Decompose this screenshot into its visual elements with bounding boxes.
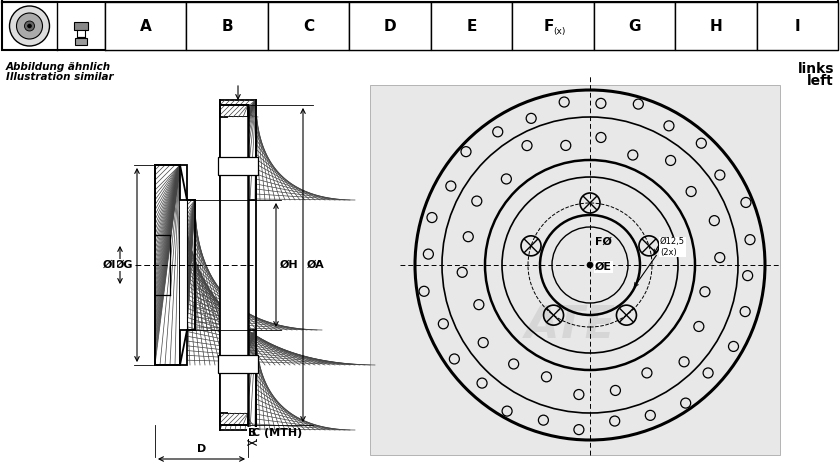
Text: B: B: [248, 428, 256, 438]
Bar: [268, 2, 349, 50]
Text: ØE: ØE: [595, 262, 612, 272]
Bar: [186, 2, 268, 50]
Circle shape: [28, 24, 32, 28]
Text: Abbildung ähnlich: Abbildung ähnlich: [6, 62, 111, 72]
Bar: [220, 105, 248, 425]
Text: F: F: [543, 18, 554, 33]
Text: ØI: ØI: [102, 260, 116, 270]
Circle shape: [24, 21, 34, 31]
Bar: [75, 38, 87, 45]
Bar: [187, 200, 195, 330]
Bar: [220, 100, 256, 200]
Text: links: links: [797, 62, 834, 76]
Bar: [155, 165, 180, 365]
Text: D: D: [197, 444, 206, 454]
Bar: [220, 100, 256, 200]
Bar: [675, 2, 757, 50]
Bar: [228, 117, 248, 413]
Circle shape: [9, 6, 50, 46]
Text: ATE: ATE: [524, 304, 616, 346]
Bar: [180, 330, 187, 365]
Text: G: G: [628, 18, 641, 33]
Text: Ø12,5
(2x): Ø12,5 (2x): [660, 237, 685, 257]
Bar: [218, 157, 258, 175]
Text: ØA: ØA: [307, 260, 325, 270]
Bar: [594, 2, 675, 50]
Circle shape: [587, 262, 593, 268]
Text: A: A: [139, 18, 151, 33]
Bar: [155, 200, 248, 330]
Text: FØ: FØ: [595, 237, 612, 247]
Bar: [180, 200, 187, 330]
Text: ØG: ØG: [114, 260, 133, 270]
Text: D: D: [384, 18, 396, 33]
Bar: [512, 2, 594, 50]
Circle shape: [17, 13, 43, 39]
Text: Illustration similar: Illustration similar: [6, 72, 113, 82]
Bar: [370, 85, 780, 455]
Bar: [218, 355, 258, 373]
Bar: [220, 413, 248, 425]
Bar: [220, 330, 256, 430]
Bar: [220, 105, 248, 117]
Text: ØH: ØH: [280, 260, 299, 270]
Text: C (MTH): C (MTH): [252, 428, 302, 438]
Text: C: C: [303, 18, 314, 33]
Bar: [74, 22, 88, 30]
Text: I: I: [795, 18, 800, 33]
Text: H: H: [710, 18, 722, 33]
Text: E: E: [466, 18, 476, 33]
Bar: [2, 2, 838, 50]
Text: (x): (x): [553, 26, 565, 36]
Bar: [180, 165, 187, 200]
Text: left: left: [807, 74, 834, 88]
Bar: [349, 2, 431, 50]
Bar: [2, 0, 838, 4]
Bar: [431, 2, 512, 50]
Bar: [105, 2, 186, 50]
Text: B: B: [222, 18, 233, 33]
Bar: [757, 2, 838, 50]
